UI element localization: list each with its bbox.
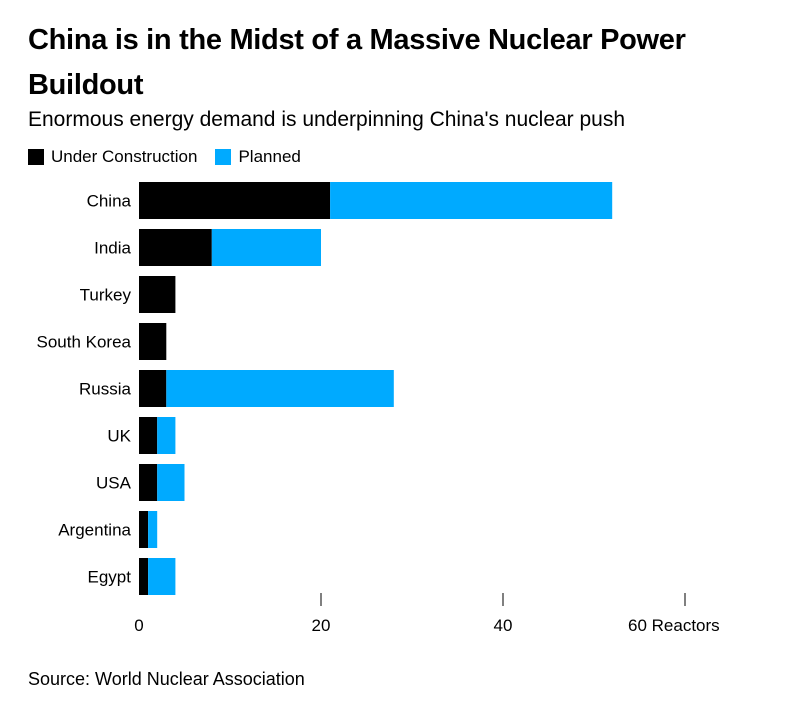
bar-india-under-construction	[139, 229, 212, 266]
bar-argentina-planned	[148, 511, 158, 548]
legend-label-planned: Planned	[238, 147, 301, 166]
chart-title: China is in the Midst of a Massive Nucle…	[28, 24, 686, 101]
category-label-russia: Russia	[79, 380, 132, 399]
category-label-argentina: Argentina	[58, 521, 131, 540]
bar-china-under-construction	[139, 182, 331, 219]
legend-label-under-construction: Under Construction	[51, 147, 198, 166]
category-label-south-korea: South Korea	[36, 333, 131, 352]
category-label-turkey: Turkey	[80, 286, 132, 305]
bar-uk-planned	[157, 417, 176, 454]
bar-uk-under-construction	[139, 417, 158, 454]
bar-russia-planned	[166, 370, 394, 407]
bar-russia-under-construction	[139, 370, 167, 407]
source-note: Source: World Nuclear Association	[28, 669, 305, 689]
bar-argentina-under-construction	[139, 511, 149, 548]
bar-turkey-under-construction	[139, 276, 176, 313]
legend-item-under-construction: Under Construction	[28, 147, 197, 167]
x-tick-label-0: 0	[134, 616, 143, 635]
category-label-uk: UK	[107, 427, 131, 446]
category-label-egypt: Egypt	[88, 568, 132, 587]
bar-egypt-under-construction	[139, 558, 149, 595]
bar-india-planned	[211, 229, 321, 266]
x-tick-label-20: 20	[312, 616, 331, 635]
bar-chart: China India Turkey South Korea Russia UK USA Ar…	[36, 182, 720, 635]
bar-china-planned	[330, 182, 613, 219]
x-tick-label-60: 60 Reactors	[628, 616, 720, 635]
bar-usa-planned	[157, 464, 185, 501]
bar-egypt-planned	[148, 558, 176, 595]
legend-item-planned: Planned	[215, 147, 301, 167]
legend: Under Construction Planned	[28, 147, 319, 167]
bar-south-korea-under-construction	[139, 323, 167, 360]
category-label-china: China	[87, 192, 132, 211]
legend-swatch-planned	[215, 149, 232, 165]
x-tick-label-40: 40	[494, 616, 513, 635]
legend-swatch-under-construction	[28, 149, 44, 165]
category-label-india: India	[94, 239, 131, 258]
bar-usa-under-construction	[139, 464, 158, 501]
chart-subtitle: Enormous energy demand is underpinning C…	[28, 108, 626, 131]
category-label-usa: USA	[96, 474, 132, 493]
